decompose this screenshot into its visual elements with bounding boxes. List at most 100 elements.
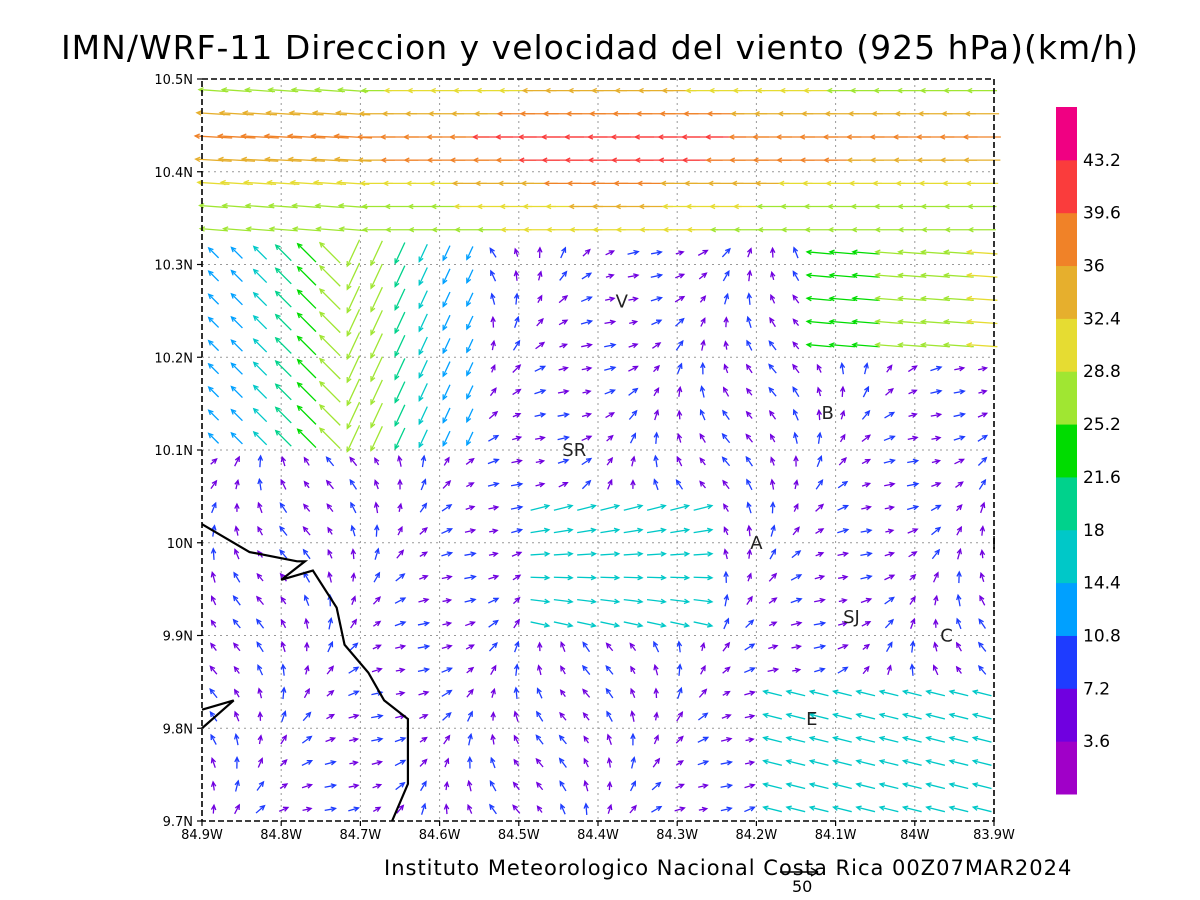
wind-vector-head: [864, 434, 872, 441]
wind-vector: [419, 503, 427, 513]
wind-vector-head: [516, 528, 524, 534]
wind-vector-head: [381, 111, 388, 117]
wind-vector-head: [850, 226, 858, 233]
wind-vector-head: [606, 780, 613, 788]
wind-vector: [394, 597, 406, 604]
wind-vector-head: [762, 782, 769, 788]
wind-vector: [268, 88, 299, 93]
wind-vector: [792, 271, 800, 281]
wind-vector-head: [346, 353, 352, 361]
wind-vector-head: [406, 87, 413, 94]
wind-vector-head: [964, 111, 971, 117]
wind-vector-head: [785, 782, 792, 788]
wind-vector: [280, 735, 287, 745]
wind-vector-head: [274, 313, 281, 320]
wind-vector-head: [520, 180, 527, 187]
wind-vector: [722, 642, 730, 652]
wind-vector-head: [826, 203, 834, 210]
wind-vector-head: [939, 157, 946, 163]
y-tick-label: 9.9N: [163, 630, 193, 645]
wind-vector-head: [376, 760, 384, 766]
wind-vector: [394, 311, 406, 334]
wind-vector-head: [920, 226, 928, 233]
wind-vector-head: [855, 805, 862, 811]
wind-vector: [512, 805, 521, 814]
wind-vector-head: [769, 246, 776, 254]
wind-vector: [604, 366, 616, 371]
wind-vector: [275, 314, 292, 331]
wind-vector-head: [513, 663, 520, 670]
wind-vector: [678, 641, 681, 653]
wind-vector: [746, 596, 753, 605]
wind-vector: [583, 758, 589, 768]
wind-vector-head: [195, 110, 202, 116]
wind-vector-head: [793, 455, 799, 462]
wind-vector: [724, 294, 729, 305]
wind-vector-head: [513, 292, 520, 299]
wind-vector-head: [839, 409, 846, 417]
wind-vector: [253, 385, 268, 399]
wind-vector: [253, 361, 268, 376]
wind-vector-head: [516, 458, 523, 465]
colorbar-segment: [1056, 159, 1077, 214]
wind-vector: [651, 782, 661, 791]
wind-vector: [693, 505, 713, 511]
wind-vector-head: [762, 712, 769, 719]
wind-vector: [418, 313, 428, 332]
wind-vector-head: [209, 665, 216, 672]
wind-vector-head: [542, 111, 549, 117]
wind-vector-head: [699, 408, 705, 416]
wind-vector-head: [257, 711, 263, 718]
wind-vector-head: [817, 551, 825, 558]
wind-vector: [629, 781, 636, 792]
wind-vector: [443, 735, 451, 745]
wind-vector-head: [676, 409, 683, 417]
wind-vector-head: [403, 157, 410, 163]
wind-vector-head: [281, 734, 288, 741]
wind-vector-head: [805, 295, 812, 302]
wind-vector: [790, 622, 802, 626]
city-label: C: [940, 626, 953, 647]
wind-vector-head: [375, 596, 382, 603]
wind-vector: [837, 481, 848, 489]
wind-vector: [973, 736, 992, 743]
wind-vector-head: [745, 410, 752, 417]
wind-vector-head: [356, 134, 363, 140]
wind-vector-head: [919, 249, 927, 255]
wind-vector: [442, 712, 452, 721]
wind-vector: [258, 479, 262, 491]
wind-vector-head: [592, 226, 599, 233]
wind-vector-head: [934, 548, 941, 555]
wind-vector: [944, 274, 974, 278]
wind-vector: [653, 735, 659, 745]
wind-vector: [313, 112, 347, 116]
wind-vector: [208, 317, 220, 328]
wind-vector: [441, 552, 452, 557]
wind-vector-head: [330, 783, 338, 789]
wind-vector-head: [538, 482, 546, 488]
wind-vector-head: [328, 665, 335, 672]
wind-vector-head: [210, 803, 217, 811]
wind-vector-head: [653, 386, 660, 394]
wind-vector-head: [828, 342, 835, 348]
wind-vector: [222, 204, 252, 209]
wind-vector: [973, 760, 992, 766]
wind-vector: [884, 619, 894, 629]
wind-vector-head: [901, 759, 909, 765]
wind-vector: [883, 459, 895, 464]
wind-vector-head: [699, 480, 705, 487]
wind-vector: [909, 596, 916, 605]
wind-vector-head: [492, 574, 500, 580]
wind-vector: [700, 665, 706, 675]
wind-vector-head: [635, 111, 642, 117]
wind-vector-head: [475, 87, 482, 94]
wind-vector-head: [841, 598, 848, 604]
wind-vector: [670, 576, 689, 579]
wind-vector: [442, 384, 451, 400]
wind-vector-head: [824, 111, 831, 117]
wind-vector: [838, 622, 848, 626]
wind-vector-head: [839, 385, 846, 393]
wind-vector-head: [590, 504, 597, 510]
wind-vector: [489, 642, 498, 652]
wind-vector: [349, 479, 358, 490]
